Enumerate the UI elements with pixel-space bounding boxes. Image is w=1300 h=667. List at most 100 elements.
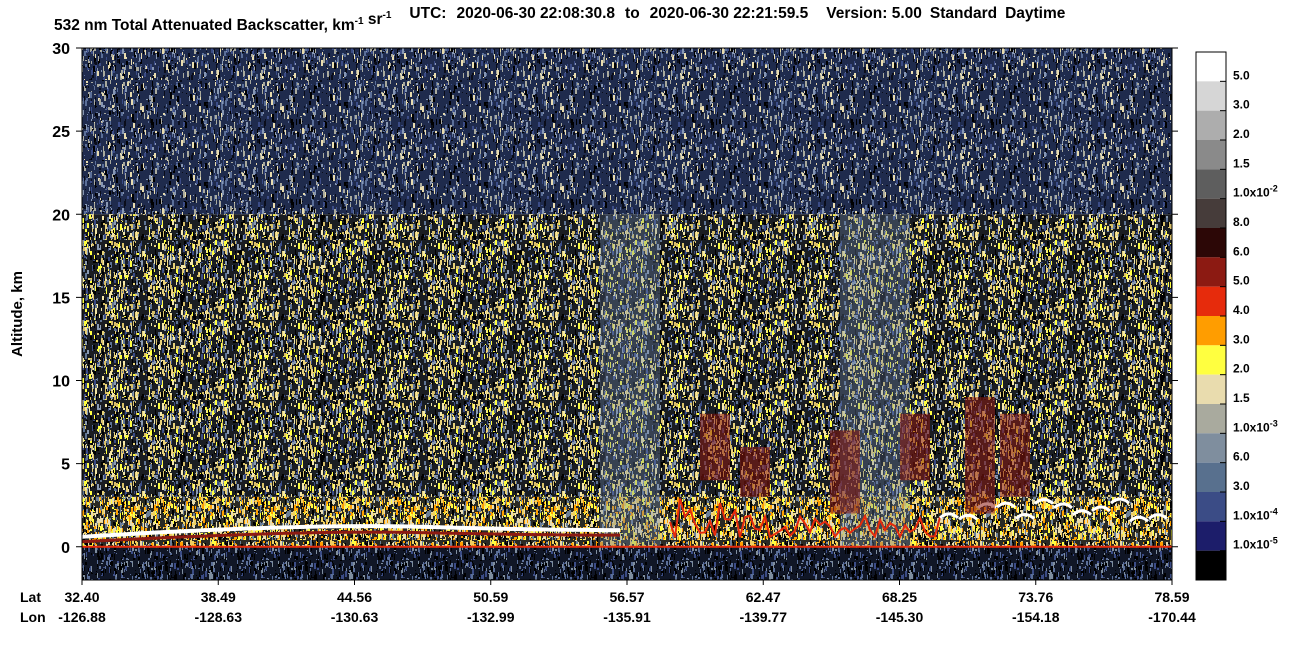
colorbar-swatch xyxy=(1196,492,1226,522)
cloud-white xyxy=(1148,513,1168,520)
cloud-white xyxy=(996,501,1016,509)
title-text: 532 nm Total Attenuated Backscatter, km xyxy=(54,17,355,34)
colorbar-label: 4.0 xyxy=(1233,303,1250,317)
title-utc-label: UTC: xyxy=(409,5,446,22)
colorbar-label-exp: -4 xyxy=(1270,506,1278,516)
colorbar-label-exp: -3 xyxy=(1270,418,1278,428)
lat-label: 44.56 xyxy=(337,589,372,605)
colorbar-label: 8.0 xyxy=(1233,215,1250,229)
title-product: Standard xyxy=(930,5,997,22)
colorbar-label-base: 1.0x10 xyxy=(1233,186,1270,200)
colorbar-label-base: 1.0x10 xyxy=(1233,420,1270,434)
cloud-white xyxy=(939,512,959,519)
lon-label: -132.99 xyxy=(467,609,515,625)
y-tick-label: 0 xyxy=(61,540,70,557)
colorbar-swatch xyxy=(1196,169,1226,199)
colorbar-swatch xyxy=(1196,345,1226,375)
lat-label: 68.25 xyxy=(882,589,917,605)
y-axis-label: Altitude, km xyxy=(9,271,26,357)
title-superscript: -1 xyxy=(383,10,392,21)
cloud-white xyxy=(1053,502,1073,510)
colorbar-swatch xyxy=(1196,228,1226,258)
title-version: Version: 5.00 xyxy=(826,5,922,22)
cloud-layer xyxy=(965,397,995,514)
colorbar-swatch xyxy=(1196,198,1226,228)
cloud-white xyxy=(1072,509,1092,516)
colorbar-swatch xyxy=(1196,550,1226,580)
colorbar-label: 1.5 xyxy=(1233,391,1250,405)
title-superscript: -1 xyxy=(355,16,364,27)
y-tick-label: 30 xyxy=(52,41,70,58)
colorbar-swatch xyxy=(1196,286,1226,316)
colorbar-label: 2.0 xyxy=(1233,127,1250,141)
colorbar-swatch xyxy=(1196,316,1226,346)
colorbar-label-exp: -2 xyxy=(1270,184,1278,194)
lat-label: 78.59 xyxy=(1154,589,1189,605)
colorbar-swatch xyxy=(1196,110,1226,140)
colorbar-swatch xyxy=(1196,52,1226,82)
y-tick-label: 5 xyxy=(61,457,70,474)
colorbar-label: 1.0x10-4 xyxy=(1233,506,1278,522)
colorbar-label: 6.0 xyxy=(1233,244,1250,258)
colorbar-swatch xyxy=(1196,433,1226,463)
y-tick-label: 10 xyxy=(52,374,70,391)
surface-dark xyxy=(81,530,621,544)
colorbar-label: 1.0x10-5 xyxy=(1233,536,1278,552)
cloud-white xyxy=(1034,498,1054,505)
colorbar-swatch xyxy=(1196,257,1226,287)
cloud-layer xyxy=(830,430,860,514)
lat-label: 56.57 xyxy=(609,589,644,605)
cloud-white xyxy=(1091,505,1111,513)
colorbar-label-exp: -5 xyxy=(1270,536,1278,546)
colorbar-label: 6.0 xyxy=(1233,450,1250,464)
colorbar-label-base: 1.0x10 xyxy=(1233,538,1270,552)
colorbar-label: 3.0 xyxy=(1233,479,1250,493)
lon-label: -128.63 xyxy=(195,609,243,625)
lon-label: -170.44 xyxy=(1148,609,1196,625)
cloud-white xyxy=(1015,513,1035,520)
lon-label: -135.91 xyxy=(603,609,651,625)
colorbar-label: 1.0x10-2 xyxy=(1233,184,1278,200)
colorbar-swatch xyxy=(1196,462,1226,492)
colorbar-swatch xyxy=(1196,81,1226,111)
cloud-white xyxy=(1129,515,1149,523)
title-daytime: Daytime xyxy=(1005,5,1066,22)
colorbar-label: 3.0 xyxy=(1233,332,1250,346)
colorbar-swatch xyxy=(1196,404,1226,434)
lat-label: 73.76 xyxy=(1018,589,1053,605)
lon-label: -126.88 xyxy=(58,609,106,625)
lat-row-label: Lat xyxy=(20,589,41,605)
chart-title: 532 nm Total Attenuated Backscatter, km-… xyxy=(54,5,1066,34)
lat-label: 32.40 xyxy=(64,589,99,605)
lon-row-label: Lon xyxy=(20,609,46,625)
colorbar-swatch xyxy=(1196,374,1226,404)
texture-region xyxy=(82,546,1172,580)
texture-region xyxy=(82,48,1172,215)
cloud-layer xyxy=(1000,413,1030,497)
cloud-white xyxy=(1110,497,1130,505)
colorbar-swatch xyxy=(1196,140,1226,170)
colorbar-swatch xyxy=(1196,521,1226,551)
lat-label: 50.59 xyxy=(473,589,508,605)
lat-label: 62.47 xyxy=(746,589,781,605)
cloud-layer xyxy=(740,447,770,497)
colorbar-label-base: 1.0x10 xyxy=(1233,508,1270,522)
cloud-white xyxy=(958,513,978,521)
lon-label: -154.18 xyxy=(1012,609,1060,625)
y-tick-label: 15 xyxy=(52,290,70,307)
cloud-red xyxy=(669,498,941,540)
colorbar-label: 3.0 xyxy=(1233,98,1250,112)
lat-label: 38.49 xyxy=(201,589,236,605)
title-end-time: 2020-06-30 22:21:59.5 xyxy=(650,5,809,22)
y-tick-label: 25 xyxy=(52,124,70,141)
colorbar-label: 5.0 xyxy=(1233,274,1250,288)
colorbar-label: 1.5 xyxy=(1233,156,1250,170)
lon-label: -139.77 xyxy=(740,609,788,625)
lon-label: -145.30 xyxy=(876,609,924,625)
colorbar-label: 2.0 xyxy=(1233,362,1250,376)
title-text: sr xyxy=(364,11,383,28)
title-to-label: to xyxy=(625,5,640,22)
title-start-time: 2020-06-30 22:08:30.8 xyxy=(456,5,615,22)
heatmap-image xyxy=(81,47,1173,581)
